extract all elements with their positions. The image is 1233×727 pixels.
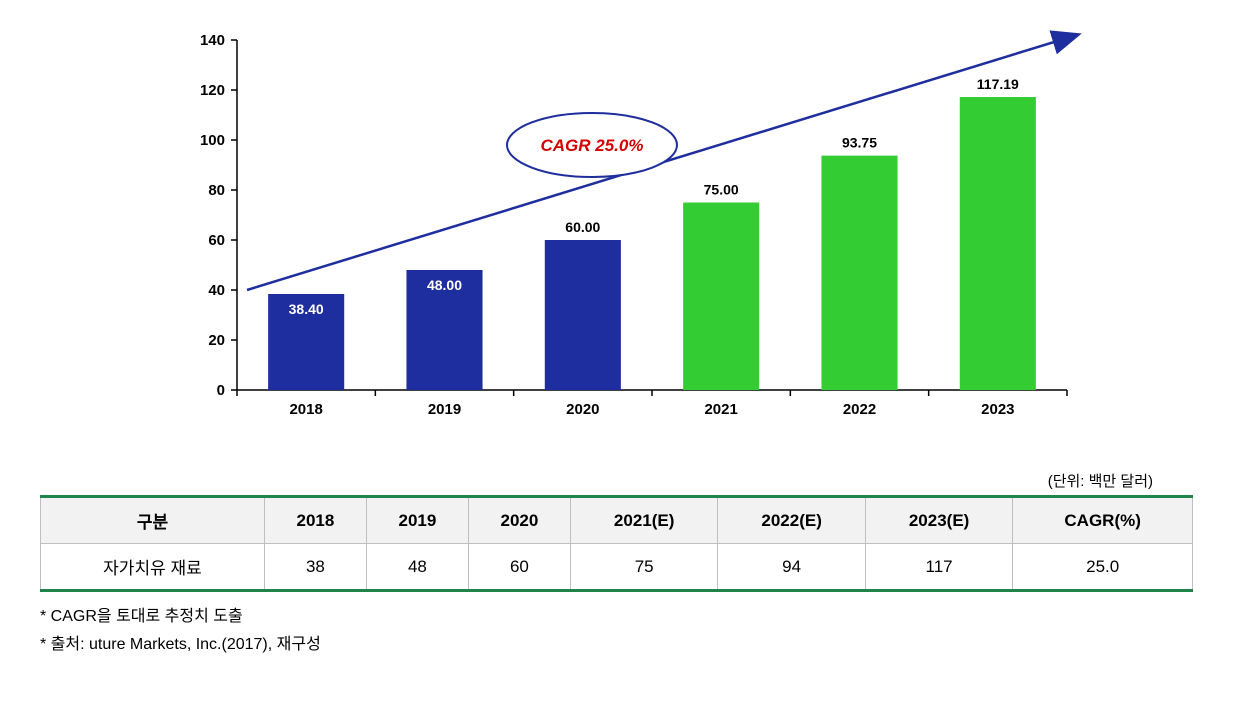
table-header-cell: 2021(E)	[570, 497, 717, 544]
svg-text:140: 140	[199, 32, 224, 49]
svg-text:2022: 2022	[842, 401, 875, 418]
data-table: 구분2018201920202021(E)2022(E)2023(E)CAGR(…	[40, 495, 1193, 592]
table-cell: 117	[865, 544, 1012, 591]
svg-text:75.00: 75.00	[703, 182, 738, 198]
svg-text:60.00: 60.00	[565, 219, 600, 235]
footnote-line: * CAGR을 토대로 추정치 도출	[40, 602, 1193, 626]
table-body: 자가치유 재료384860759411725.0	[41, 544, 1193, 591]
table-cell: 94	[718, 544, 865, 591]
svg-text:2020: 2020	[566, 401, 599, 418]
svg-text:40: 40	[208, 282, 225, 299]
table-header-cell: 구분	[41, 497, 265, 544]
table-header-cell: 2018	[264, 497, 366, 544]
svg-text:2019: 2019	[427, 401, 460, 418]
table-header-cell: 2019	[366, 497, 468, 544]
table-cell: 75	[570, 544, 717, 591]
svg-text:38.40: 38.40	[288, 301, 323, 317]
svg-text:100: 100	[199, 132, 224, 149]
table-cell: 25.0	[1013, 544, 1193, 591]
svg-text:48.00: 48.00	[426, 277, 461, 293]
svg-text:93.75: 93.75	[841, 135, 876, 151]
footnote-line: * 출처: uture Markets, Inc.(2017), 재구성	[40, 630, 1193, 654]
unit-label: (단위: 백만 달러)	[40, 470, 1153, 491]
svg-text:2021: 2021	[704, 401, 737, 418]
table-cell: 60	[468, 544, 570, 591]
svg-text:120: 120	[199, 82, 224, 99]
bar-chart: 0 20 40 60 80 100 120 140 2018 38.40 2019 48.00 2020…	[117, 30, 1117, 450]
svg-text:CAGR 25.0%: CAGR 25.0%	[540, 136, 643, 155]
table-header-cell: 2020	[468, 497, 570, 544]
table-header-cell: 2023(E)	[865, 497, 1012, 544]
svg-text:60: 60	[208, 232, 225, 249]
svg-text:20: 20	[208, 332, 225, 349]
table-cell: 자가치유 재료	[41, 544, 265, 591]
table-header-row: 구분2018201920202021(E)2022(E)2023(E)CAGR(…	[41, 497, 1193, 544]
table-cell: 48	[366, 544, 468, 591]
table-cell: 38	[264, 544, 366, 591]
table-header-cell: 2022(E)	[718, 497, 865, 544]
footnotes: * CAGR을 토대로 추정치 도출 * 출처: uture Markets, I…	[40, 602, 1193, 654]
svg-text:0: 0	[216, 382, 224, 399]
svg-text:2023: 2023	[981, 401, 1014, 418]
svg-text:117.19: 117.19	[976, 76, 1018, 92]
svg-text:80: 80	[208, 182, 225, 199]
chart-svg: 0 20 40 60 80 100 120 140 2018 38.40 2019 48.00 2020…	[117, 30, 1117, 430]
table-row: 자가치유 재료384860759411725.0	[41, 544, 1193, 591]
svg-text:2018: 2018	[289, 401, 322, 418]
table-header-cell: CAGR(%)	[1013, 497, 1193, 544]
